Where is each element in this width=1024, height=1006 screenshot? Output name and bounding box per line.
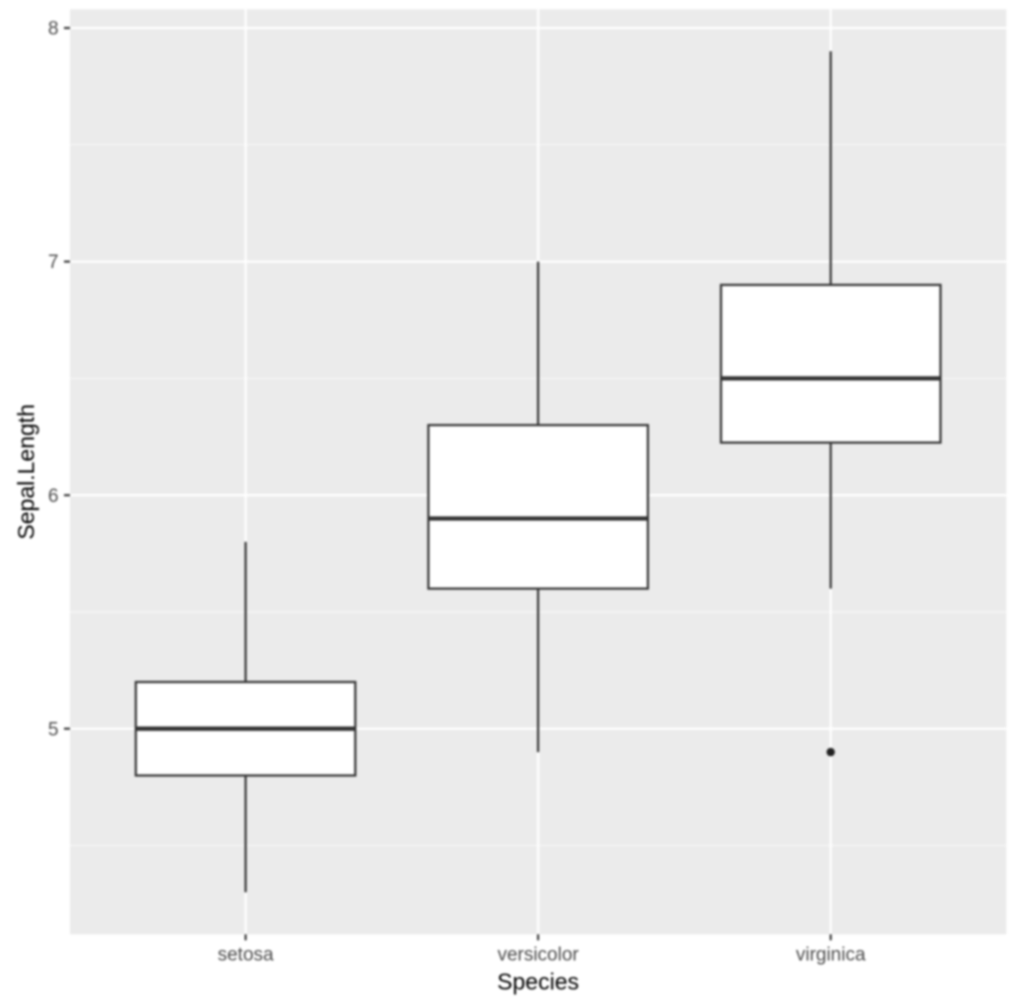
svg-text:Species: Species bbox=[497, 969, 579, 995]
svg-text:6: 6 bbox=[48, 486, 59, 507]
svg-text:7: 7 bbox=[48, 252, 59, 273]
svg-text:Sepal.Length: Sepal.Length bbox=[13, 404, 39, 540]
svg-text:8: 8 bbox=[48, 19, 59, 40]
svg-text:virginica: virginica bbox=[796, 944, 866, 965]
svg-text:setosa: setosa bbox=[218, 944, 274, 965]
svg-text:5: 5 bbox=[48, 719, 59, 740]
svg-text:versicolor: versicolor bbox=[497, 944, 579, 965]
